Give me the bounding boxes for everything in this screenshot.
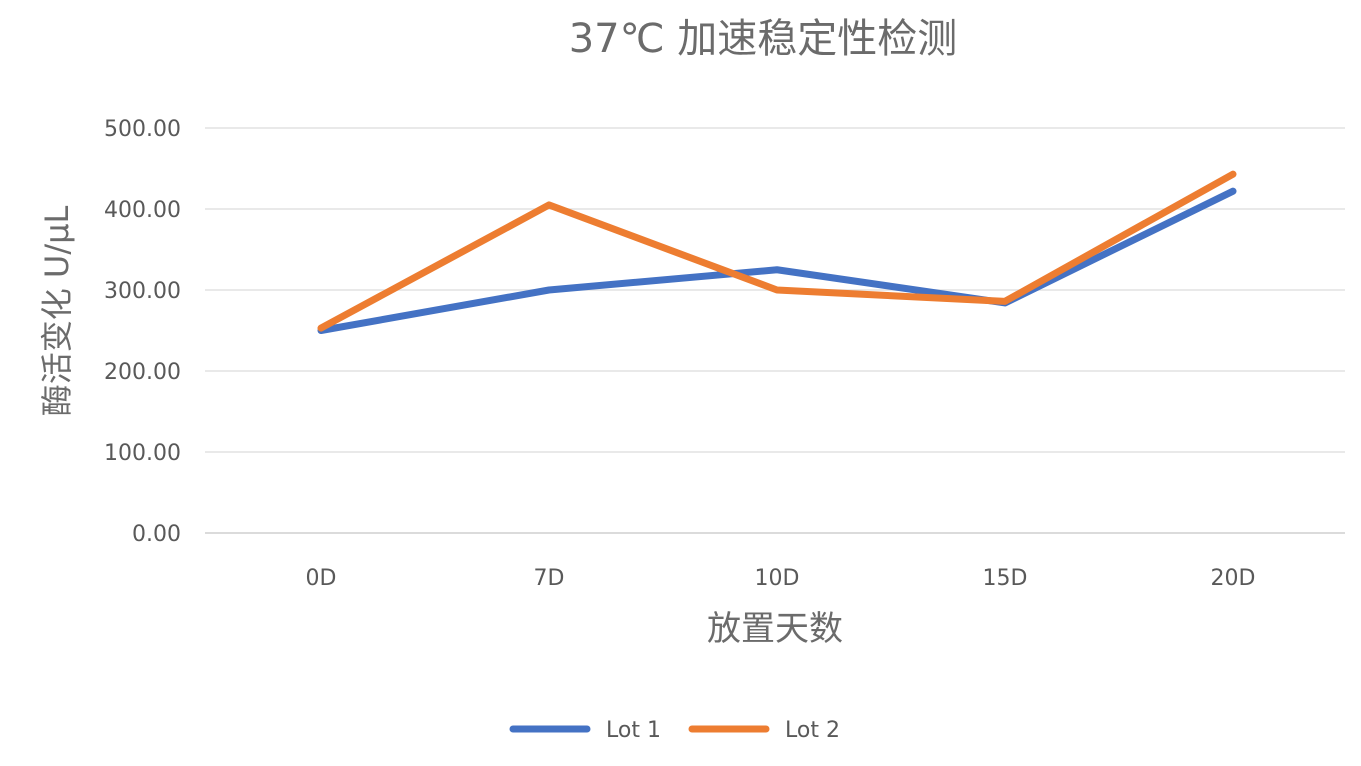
- legend-item: Lot 2: [688, 718, 840, 743]
- x-tick-label: 10D: [755, 566, 800, 591]
- x-tick-label: 0D: [306, 566, 337, 591]
- series-line-1: [317, 187, 1237, 334]
- legend-item: Lot 1: [509, 718, 661, 743]
- x-axis-tick-labels: 0D 7D 10D 15D 20D: [306, 566, 1256, 591]
- x-tick-label: 7D: [534, 566, 565, 591]
- legend: Lot 1 Lot 2: [509, 718, 840, 743]
- x-tick-label: 15D: [983, 566, 1028, 591]
- y-tick-label: 500.00: [104, 117, 181, 142]
- y-tick-label: 0.00: [132, 522, 181, 547]
- y-axis-title: 酶活变化 U/μL: [38, 206, 76, 417]
- gridlines: [205, 127, 1345, 534]
- legend-label: Lot 2: [785, 718, 840, 743]
- y-tick-label: 300.00: [104, 279, 181, 304]
- legend-label: Lot 1: [606, 718, 661, 743]
- y-tick-label: 100.00: [104, 441, 181, 466]
- x-tick-label: 20D: [1211, 566, 1256, 591]
- chart-title: 37℃ 加速稳定性检测: [569, 16, 958, 62]
- series-line-2: [317, 170, 1237, 332]
- y-tick-label: 400.00: [104, 198, 181, 223]
- y-tick-label: 200.00: [104, 360, 181, 385]
- x-axis-title: 放置天数: [707, 609, 843, 649]
- series-lines: [317, 170, 1237, 334]
- y-axis-tick-labels: 0.00 100.00 200.00 300.00 400.00 500.00: [104, 117, 181, 547]
